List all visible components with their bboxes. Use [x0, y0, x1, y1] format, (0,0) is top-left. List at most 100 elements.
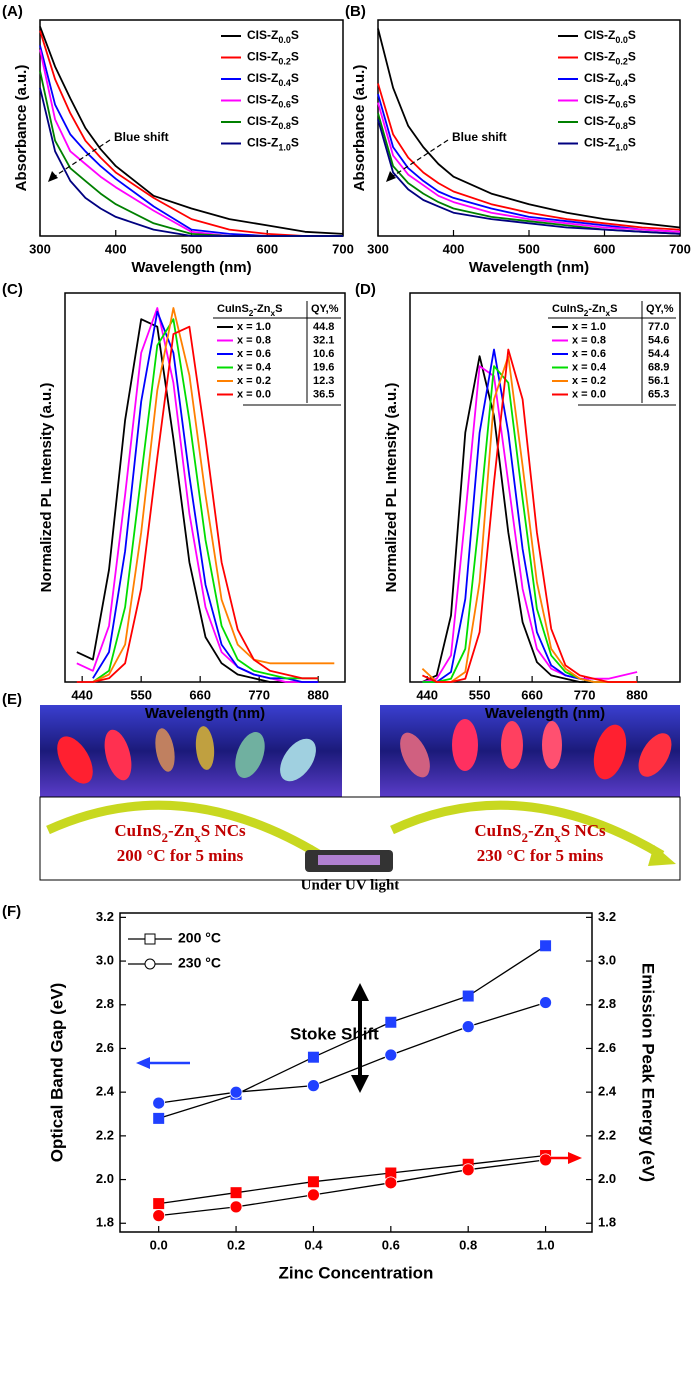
chart: (D) 440 550 660 770 880 Wavelength (nm) Normali… — [355, 281, 681, 722]
chart: (B) 300 400 500 600 700 Wavelength (nm) Absorba… — [345, 3, 691, 276]
panel-label: (F) — [2, 903, 21, 920]
x-tick-label: 400 — [105, 241, 127, 256]
legend-label: CIS-Z1.0S — [584, 136, 636, 153]
marker-square — [385, 1167, 397, 1179]
photo-panel: (E) CuInS2-ZnxS NCs 200 °C for 5 mins Cu… — [2, 691, 681, 893]
x-tick-label: 400 — [443, 241, 465, 256]
series-line — [422, 365, 638, 683]
y-tick-label: 1.8 — [96, 1215, 114, 1230]
curved-arrow — [390, 800, 665, 859]
legend-label: x = 0.4 — [237, 361, 272, 373]
marker-square — [385, 1016, 397, 1028]
series-line — [422, 348, 638, 683]
series-line — [39, 30, 343, 237]
x-tick-label: 600 — [594, 241, 616, 256]
photo — [380, 705, 680, 797]
y2-tick-label: 1.8 — [598, 1215, 616, 1230]
arrow-head — [648, 845, 676, 866]
legend-label: x = 0.0 — [572, 388, 606, 400]
y2-tick-label: 2.0 — [598, 1171, 616, 1186]
x-tick-label: 500 — [181, 241, 203, 256]
y-axis-label: Absorbance (a.u.) — [351, 65, 368, 192]
vials — [57, 719, 672, 784]
series-line — [377, 119, 681, 235]
plot-frame — [64, 292, 346, 683]
marker-circle — [461, 1020, 475, 1034]
legend-label: CIS-Z0.0S — [247, 28, 299, 45]
y2-axis-label: Emission Peak Energy (eV) — [639, 963, 658, 1182]
x-tick-label: 770 — [574, 687, 596, 702]
legend-label: x = 0.8 — [237, 334, 271, 346]
x-axis-label: Wavelength (nm) — [131, 259, 251, 276]
x-tick-label: 500 — [518, 241, 540, 256]
qy-value: 56.1 — [648, 375, 669, 387]
x-tick-label: 0.8 — [459, 1237, 477, 1252]
panel-label: (C) — [2, 281, 23, 298]
x-tick-label: 0.4 — [304, 1237, 323, 1252]
x-tick-label: 440 — [71, 687, 93, 702]
marker-circle — [384, 1048, 398, 1062]
x-axis-label: Wavelength (nm) — [485, 705, 605, 722]
curved-arrow — [46, 800, 323, 859]
caption: CuInS2-ZnxS NCs — [474, 821, 606, 845]
legend-label: x = 0.0 — [237, 388, 271, 400]
table-header: QY,% — [646, 303, 674, 315]
annotation: Stoke Shift — [290, 1024, 379, 1043]
series-line — [158, 1159, 546, 1217]
y-tick-label: 2.6 — [96, 1040, 114, 1055]
x-tick-label: 660 — [189, 687, 211, 702]
caption: 200 °C for 5 mins — [117, 846, 244, 865]
marker-square — [540, 940, 552, 952]
marker-circle — [384, 1176, 398, 1190]
qy-value: 54.6 — [648, 334, 669, 346]
y2-tick-label: 3.0 — [598, 953, 616, 968]
arrow-head — [136, 1057, 150, 1069]
x-tick-label: 880 — [626, 687, 648, 702]
chart: (A) 300 400 500 600 700 Wavelength (nm) Absorba… — [2, 3, 354, 276]
legend-label: CIS-Z0.2S — [584, 50, 636, 67]
table-header: CuInS2-ZnxS — [217, 303, 282, 318]
qy-value: 32.1 — [313, 334, 334, 346]
legend-label: x = 0.2 — [572, 375, 606, 387]
series-line — [92, 310, 319, 683]
marker-circle — [307, 1188, 320, 1202]
qy-value: 65.3 — [648, 388, 669, 400]
series-line — [377, 28, 681, 229]
marker-circle — [539, 996, 552, 1009]
y-tick-label: 3.2 — [96, 909, 114, 924]
y2-tick-label: 2.8 — [598, 996, 616, 1011]
qy-value: 19.6 — [313, 361, 334, 373]
legend-label: CIS-Z1.0S — [247, 136, 299, 153]
arrow-head — [568, 1152, 582, 1164]
x-tick-label: 440 — [416, 687, 438, 702]
legend-label: CIS-Z0.6S — [247, 93, 299, 110]
uv-lamp-window — [318, 855, 380, 865]
qy-value: 10.6 — [313, 348, 334, 360]
chart: (C) 440 550 660 770 880 Wavelength (nm) Normali… — [2, 281, 346, 722]
qy-value: 12.3 — [313, 375, 334, 387]
annotation-arrow — [389, 139, 449, 179]
y-tick-label: 2.4 — [96, 1084, 115, 1099]
marker-square — [230, 1187, 242, 1199]
legend-label: x = 1.0 — [572, 321, 606, 333]
marker-square — [153, 1198, 165, 1210]
marker-circle — [461, 1163, 475, 1177]
arrow-head — [48, 171, 58, 182]
x-tick-label: 660 — [521, 687, 543, 702]
legend-label: 200 °C — [178, 930, 221, 946]
panel-label: (E) — [2, 691, 22, 708]
x-tick-label: 770 — [248, 687, 270, 702]
qy-value: 36.5 — [313, 388, 334, 400]
annotation-arrow — [51, 139, 111, 179]
x-tick-label: 0.2 — [227, 1237, 245, 1252]
series-line — [92, 307, 335, 683]
x-tick-label: 880 — [307, 687, 329, 702]
marker-square — [307, 1176, 319, 1188]
legend-label: CIS-Z0.6S — [584, 93, 636, 110]
series-line — [76, 325, 319, 683]
y-tick-label: 2.0 — [96, 1171, 114, 1186]
x-tick-label: 700 — [332, 241, 354, 256]
legend-label: CIS-Z0.8S — [584, 114, 636, 131]
x-tick-label: 550 — [469, 687, 491, 702]
x-axis-label: Wavelength (nm) — [469, 259, 589, 276]
